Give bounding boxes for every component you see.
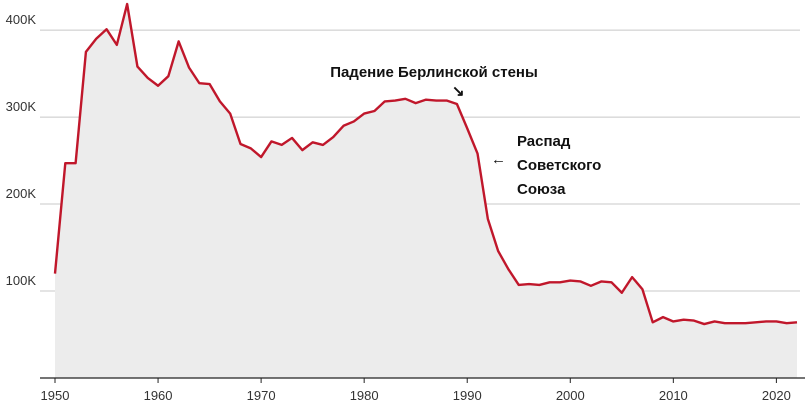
annotation-arrow-ussr: ← xyxy=(491,151,506,168)
series-line xyxy=(53,2,798,326)
axes: 1950 1960 1970 1980 1990 2000 2010 2020 xyxy=(40,377,805,403)
x-tick-label: 2020 xyxy=(762,388,791,403)
area-fill xyxy=(55,4,797,378)
annotations: Падение Берлинской стены ↘ ← Распад Советско… xyxy=(330,64,601,198)
annotation-ussr-collapse-line: Распад xyxy=(517,133,571,150)
y-tick-label: 400K xyxy=(6,12,37,27)
series-line-layer xyxy=(53,2,798,326)
x-tick-label: 1960 xyxy=(144,388,173,403)
y-tick-label: 300K xyxy=(6,99,37,114)
x-tick-label: 1950 xyxy=(41,388,70,403)
x-tick-label: 2010 xyxy=(659,388,688,403)
area-fill-layer xyxy=(55,4,797,378)
y-tick-label: 100K xyxy=(6,273,37,288)
y-tick-label: 200K xyxy=(6,186,37,201)
x-tick-label: 1970 xyxy=(247,388,276,403)
x-tick-label: 2000 xyxy=(556,388,585,403)
x-tick-label: 1990 xyxy=(453,388,482,403)
annotation-ussr-collapse-line: Союза xyxy=(517,181,566,198)
x-tick-label: 1980 xyxy=(350,388,379,403)
annotation-berlin-wall: Падение Берлинской стены xyxy=(330,64,538,81)
annotation-arrow-berlin-wall: ↘ xyxy=(452,83,465,100)
annotation-ussr-collapse-line: Советского xyxy=(517,157,601,174)
